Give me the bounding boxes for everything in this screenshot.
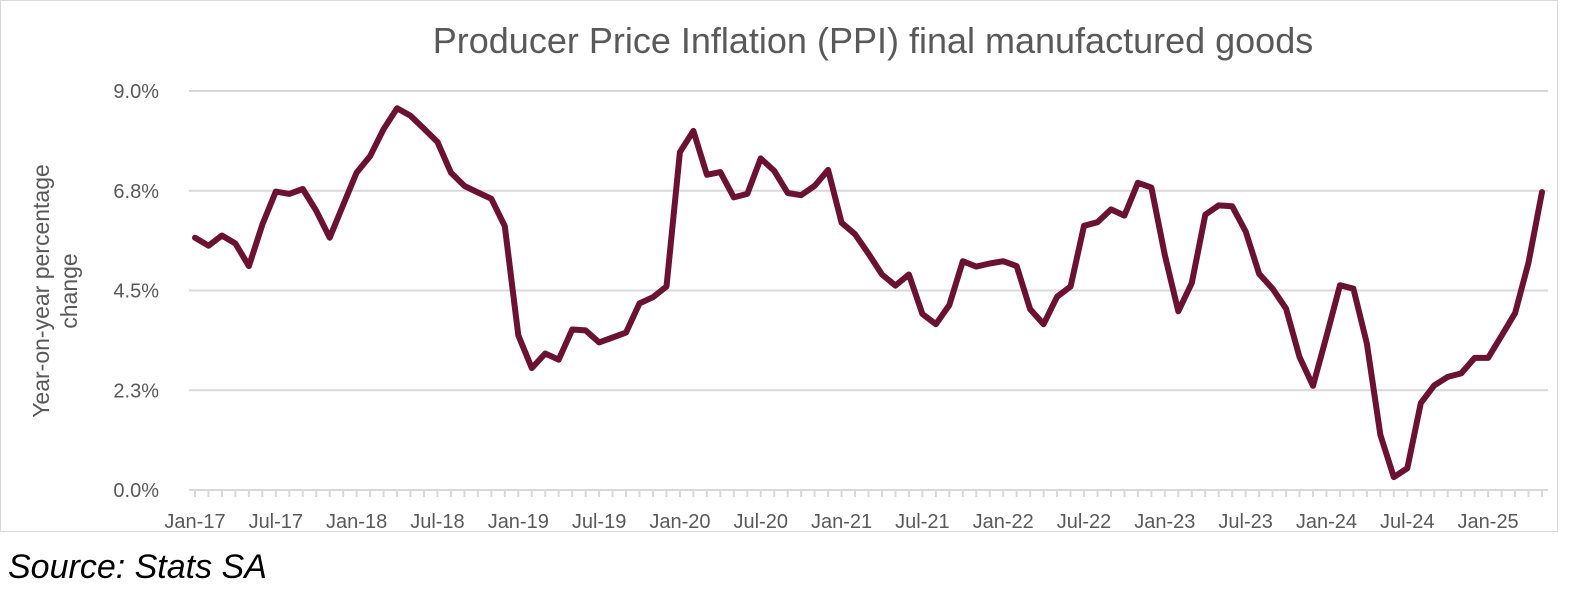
x-tick-label: Jan-17	[164, 511, 225, 533]
chart-frame: 0.0% 2.3% 4.5% 6.8% 9.0% Jan-17 Jul-17 Jan-18 J…	[0, 0, 1558, 533]
x-tick-label: Jul-19	[572, 511, 626, 533]
gridlines	[189, 90, 1548, 392]
y-tick-label: 4.5%	[113, 281, 159, 303]
x-tick-label: Jul-22	[1057, 511, 1111, 533]
series-layer	[192, 105, 1545, 481]
source-note: Source: Stats SA	[8, 548, 267, 586]
y-tick-label: 0.0%	[113, 480, 159, 502]
x-tick-label: Jul-18	[410, 511, 464, 533]
x-tick-label: Jan-24	[1296, 511, 1357, 533]
x-tick-label: Jul-20	[733, 511, 787, 533]
x-tick-label: Jan-21	[811, 511, 872, 533]
y-axis-title: Year-on-year percentage change	[28, 164, 82, 418]
x-axis: Jan-17 Jul-17 Jan-18 Jul-18 Jan-19 Jul-19 Jan-…	[164, 489, 1548, 533]
x-tick-label: Jul-24	[1380, 511, 1434, 533]
y-tick-label: 6.8%	[113, 181, 159, 203]
x-tick-label: Jan-20	[649, 511, 710, 533]
x-tick-label: Jan-18	[326, 511, 387, 533]
x-tick-label: Jul-21	[895, 511, 949, 533]
x-tick-label: Jul-23	[1218, 511, 1272, 533]
ppi-series-line	[192, 105, 1545, 481]
y-tick-label: 9.0%	[113, 81, 159, 103]
x-tick-label: Jul-17	[249, 511, 303, 533]
y-tick-label: 2.3%	[113, 380, 159, 402]
y-axis-title-line-2: change	[56, 253, 82, 328]
x-tick-label: Jan-25	[1458, 511, 1519, 533]
y-axis-title-line-1: Year-on-year percentage	[28, 164, 54, 418]
x-tick-label: Jan-22	[973, 511, 1034, 533]
x-tick-label: Jan-23	[1134, 511, 1195, 533]
x-tick-label: Jan-19	[488, 511, 549, 533]
chart-title: Producer Price Inflation (PPI) final man…	[433, 20, 1313, 61]
ppi-line-chart: 0.0%2.3%4.5%6.8%9.0% Jan-17 Jul-17 Jan-18 J…	[28, 20, 1548, 533]
y-axis-ticks: 0.0% 2.3% 4.5% 6.8% 9.0%	[113, 81, 159, 502]
